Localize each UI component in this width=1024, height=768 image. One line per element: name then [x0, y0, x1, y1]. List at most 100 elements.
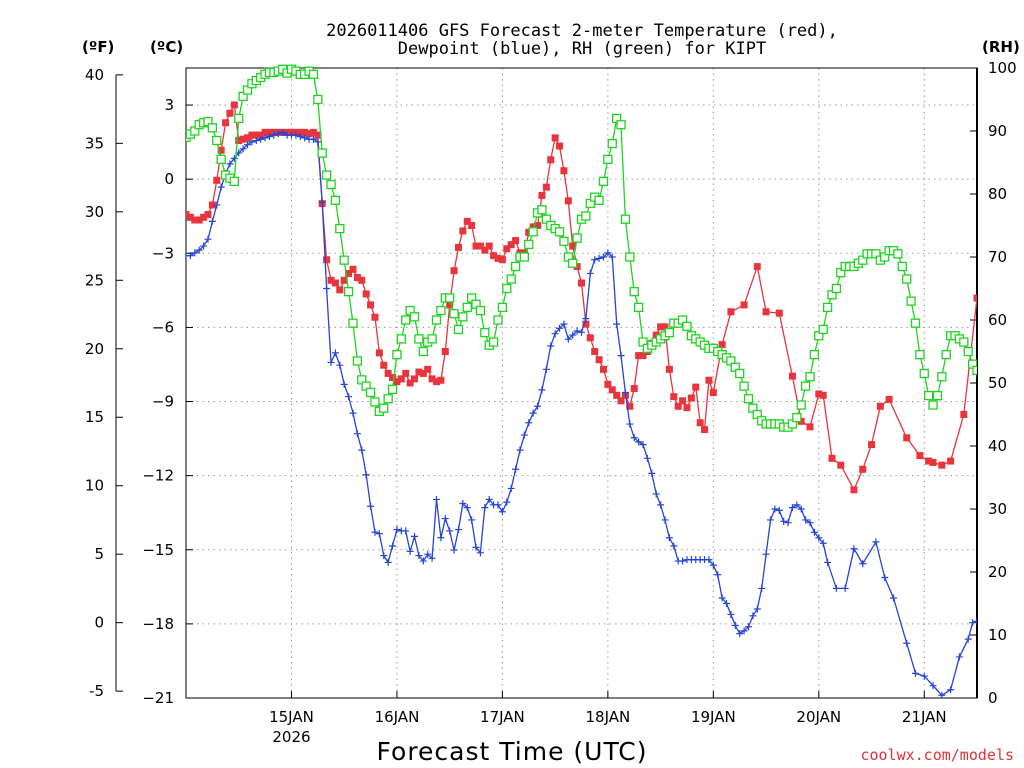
temperature-point	[389, 374, 397, 382]
rh-point	[568, 258, 578, 268]
temperature-point	[248, 131, 256, 139]
temperature-point	[349, 265, 357, 273]
dewpoint-point	[890, 594, 898, 602]
temperature-point	[727, 308, 735, 316]
temperature-point	[375, 349, 383, 357]
temperature-point	[885, 395, 893, 403]
rh-point	[401, 315, 411, 325]
dewpoint-point	[630, 434, 638, 442]
dewpoint-point	[371, 528, 379, 536]
temperature-point	[503, 245, 511, 253]
dewpoint-point	[384, 558, 392, 566]
rh-point	[462, 302, 472, 313]
rh-tick-label: 90	[988, 122, 1007, 140]
rh-point	[207, 123, 218, 133]
dewpoint-point	[270, 131, 278, 139]
temperature-point	[485, 242, 493, 250]
temperature-point	[441, 348, 449, 355]
c-tick-label: −3	[152, 244, 174, 262]
rh-tick-label: 70	[988, 248, 1007, 266]
temperature-point	[916, 452, 924, 460]
rh-point	[897, 261, 907, 272]
rh-tick-label: 40	[988, 437, 1007, 455]
f-tick-label: 15	[85, 408, 104, 426]
rh-tick-label: 10	[988, 626, 1007, 644]
temperature-point	[314, 131, 322, 139]
dewpoint-point	[723, 600, 731, 607]
dewpoint-point	[424, 550, 432, 558]
dewpoint-point	[547, 342, 555, 350]
dewpoint-point	[709, 561, 717, 569]
rh-tick-label: 100	[988, 59, 1017, 77]
dewpoint-point	[591, 256, 599, 264]
rh-point	[919, 368, 929, 379]
dewpoint-point	[582, 315, 590, 323]
rh-point	[229, 176, 239, 187]
dewpoint-point	[850, 545, 858, 553]
dewpoint-point	[340, 380, 348, 388]
temperature-point	[903, 434, 911, 442]
temperature-point	[406, 379, 414, 387]
dewpoint-point	[938, 691, 946, 699]
rh-point	[915, 349, 925, 360]
temperature-point	[472, 242, 480, 250]
temperature-point	[415, 368, 423, 376]
rh-point	[528, 227, 538, 237]
dewpoint-point	[573, 327, 581, 335]
dewpoint-point	[226, 160, 234, 168]
dewpoint-point	[780, 517, 788, 525]
dewpoint-point	[191, 249, 199, 257]
rh-point	[594, 195, 604, 205]
dewpoint-point	[727, 610, 735, 618]
dewpoint-point	[415, 552, 423, 560]
dewpoint-point	[358, 446, 366, 454]
temperature-point	[547, 156, 555, 164]
dewpoint-point	[648, 469, 656, 477]
temperature-point	[775, 309, 783, 317]
dewpoint-point	[542, 365, 550, 373]
temperature-point	[397, 375, 405, 383]
dewpoint-point	[463, 504, 471, 512]
temperature-point	[947, 457, 955, 465]
temperature-point	[604, 380, 612, 388]
temperature-point	[868, 441, 876, 449]
rh-point	[792, 412, 802, 423]
dewpoint-point	[186, 252, 194, 260]
temperature-point	[353, 274, 361, 282]
x-tick-label: 21JAN	[902, 708, 947, 726]
rh-point	[831, 283, 842, 294]
dewpoint-point	[621, 389, 629, 397]
chart-title: 2026011406 GFS Forecast 2-meter Temperat…	[326, 21, 838, 59]
temperature-point	[859, 465, 867, 473]
temperature-point	[191, 216, 199, 224]
c-tick-label: −21	[142, 689, 174, 707]
dewpoint-point	[244, 141, 252, 149]
dewpoint-point	[964, 635, 972, 643]
rh-point	[414, 334, 424, 344]
dewpoint-point	[556, 324, 564, 332]
rh-point	[796, 400, 806, 410]
dewpoint-point	[872, 538, 880, 546]
fahrenheit-unit-label: (ºF)	[82, 38, 114, 56]
rh-point	[524, 239, 534, 250]
dewpoint-point	[314, 138, 322, 146]
dewpoint-point	[507, 484, 515, 492]
f-tick-label: 10	[85, 477, 104, 495]
temperature-point	[432, 378, 440, 386]
rh-point	[822, 302, 833, 313]
temperature-point	[463, 217, 471, 225]
temperature-point	[358, 276, 366, 284]
dewpoint-point	[252, 137, 260, 145]
temperature-point	[929, 458, 937, 466]
dewpoint-point	[520, 431, 528, 439]
dewpoint-point	[476, 549, 484, 557]
celsius-unit-label: (ºC)	[150, 38, 183, 56]
temperature-point	[362, 290, 370, 298]
rh-point	[976, 368, 977, 379]
temperature-point	[384, 369, 392, 377]
rh-tick-label: 60	[988, 311, 1007, 329]
temperature-point	[261, 128, 269, 136]
rh-point	[216, 154, 226, 165]
x-tick-label: 18JAN	[585, 708, 630, 726]
dewpoint-point	[797, 505, 805, 513]
